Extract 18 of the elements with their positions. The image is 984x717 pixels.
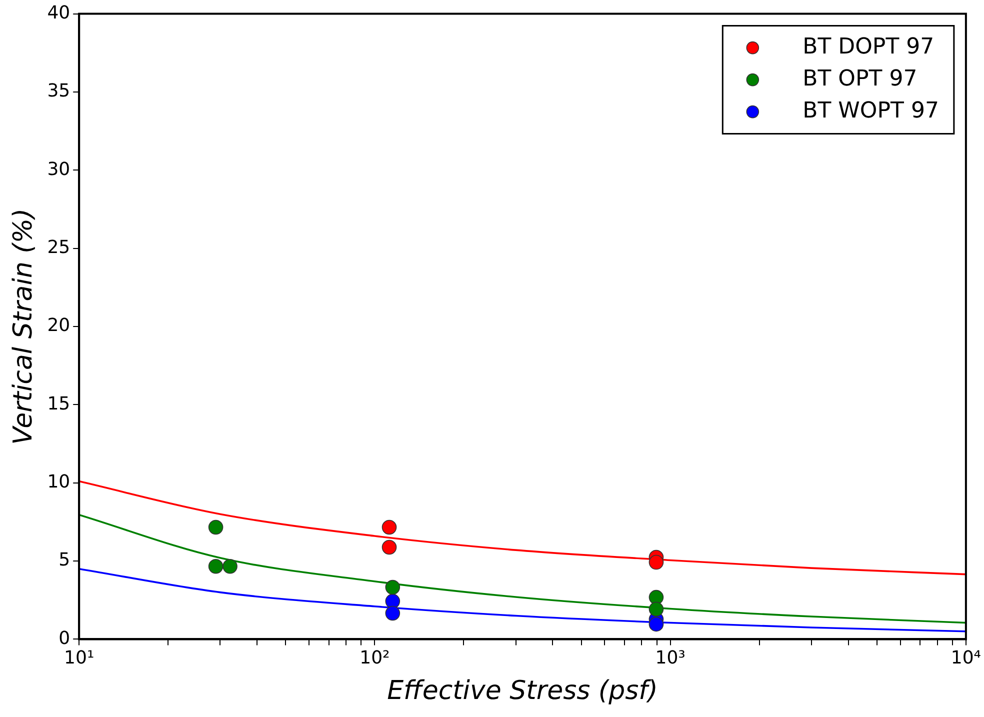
- legend-label: BT WOPT 97: [802, 98, 939, 124]
- legend-label: BT OPT 97: [802, 66, 918, 92]
- x-tick-label: 10¹: [64, 648, 94, 669]
- y-tick-label: 30: [47, 158, 70, 180]
- y-tick-label: 25: [47, 236, 70, 258]
- x-axis-title: Effective Stress (psf): [387, 676, 658, 706]
- y-axis-title: Vertical Strain (%): [8, 208, 38, 445]
- x-tick-label: 10⁴: [950, 648, 981, 669]
- legend-label: BT DOPT 97: [802, 34, 934, 60]
- y-tick-label: 15: [47, 393, 70, 414]
- y-tick-label: 35: [47, 80, 70, 102]
- y-tick-label: 40: [47, 2, 70, 24]
- y-tick-label: 5: [58, 550, 70, 571]
- y-tick-label: 10: [47, 472, 70, 493]
- y-tick-label: 20: [47, 315, 70, 336]
- y-tick-label: 0: [58, 628, 70, 649]
- x-tick-label: 10³: [655, 648, 686, 669]
- x-tick-label: 10²: [360, 648, 390, 669]
